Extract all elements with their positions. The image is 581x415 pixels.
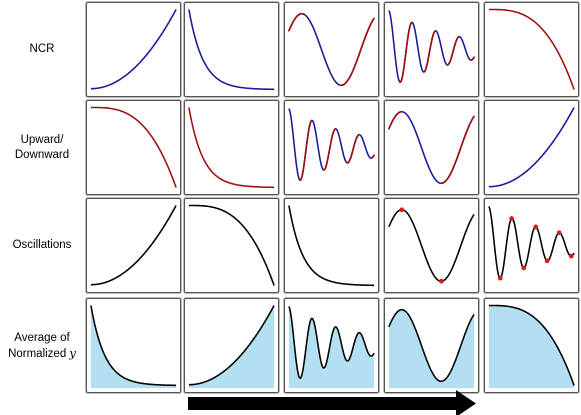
curve-segment-upward bbox=[305, 143, 308, 151]
curve-segment-upward bbox=[406, 35, 409, 42]
curve-segment-upward bbox=[304, 149, 307, 157]
plot-svg bbox=[388, 308, 475, 389]
curve-line bbox=[488, 304, 575, 386]
curve-line bbox=[488, 8, 575, 90]
plot-svg bbox=[288, 205, 375, 287]
curve-line bbox=[188, 107, 275, 189]
curve-segment-upward bbox=[306, 133, 309, 140]
row-label-line: NCR bbox=[29, 43, 55, 55]
plot-cell-r0-c2 bbox=[284, 2, 379, 97]
plot-cell-r1-c1 bbox=[184, 100, 279, 195]
area-fill bbox=[90, 305, 177, 389]
plot-svg bbox=[288, 108, 375, 181]
row-label-line: Downward bbox=[14, 148, 70, 161]
row-label-line: Upward/ bbox=[20, 133, 64, 146]
plot-cell-r1-c2 bbox=[284, 100, 379, 195]
plot-svg bbox=[90, 106, 177, 188]
area-fill bbox=[488, 305, 575, 389]
row-label-1: Upward/Downward bbox=[0, 133, 84, 163]
plot-svg bbox=[488, 107, 575, 188]
curve-line bbox=[188, 9, 275, 91]
plot-svg bbox=[488, 8, 575, 90]
curve-segment-upward bbox=[403, 56, 407, 65]
curve-segment-upward bbox=[410, 21, 413, 25]
curve-segment-upward bbox=[405, 40, 409, 48]
arrow-shaft bbox=[188, 397, 458, 410]
row-label-line: Oscillations bbox=[12, 239, 72, 251]
plot-svg bbox=[188, 9, 275, 91]
plot-cell-r0-c0 bbox=[86, 2, 181, 97]
curve-segment-upward bbox=[303, 160, 306, 168]
plot-cell-r2-c4 bbox=[484, 198, 579, 293]
row-label-2: Oscillations bbox=[0, 238, 84, 253]
curve-segment-upward bbox=[472, 115, 475, 119]
extremum-dot bbox=[509, 216, 514, 221]
plot-svg bbox=[90, 9, 177, 90]
plot-svg bbox=[90, 305, 177, 389]
plot-svg bbox=[90, 205, 177, 286]
plot-cell-r2-c2 bbox=[284, 198, 379, 293]
curve-segment-upward bbox=[372, 17, 375, 21]
extremum-dot bbox=[521, 265, 527, 271]
plot-svg bbox=[188, 107, 275, 189]
curve-line bbox=[288, 205, 375, 287]
plot-svg bbox=[388, 207, 475, 284]
extremum-dot bbox=[399, 207, 405, 213]
curve-line bbox=[90, 305, 177, 387]
extremum-dot bbox=[497, 275, 503, 281]
curve-line bbox=[188, 305, 275, 386]
extremum-dot bbox=[533, 224, 539, 230]
plot-svg bbox=[288, 12, 375, 87]
curve-segment-upward bbox=[305, 138, 309, 146]
plot-cell-r1-c0 bbox=[86, 100, 181, 195]
curve-segment-upward bbox=[303, 154, 307, 163]
plot-cell-r2-c0 bbox=[86, 198, 181, 293]
area-fill bbox=[188, 305, 275, 389]
curve-line bbox=[388, 308, 475, 383]
plot-cell-r3-c2 bbox=[284, 298, 379, 393]
plot-svg bbox=[488, 304, 575, 389]
curve-line bbox=[288, 306, 375, 379]
extremum-dot bbox=[556, 230, 562, 236]
curve-line bbox=[90, 205, 177, 286]
plot-cell-r0-c4 bbox=[484, 2, 579, 97]
curve-segment-upward bbox=[403, 62, 406, 70]
plot-svg bbox=[188, 305, 275, 389]
extremum-dot bbox=[544, 258, 550, 264]
plot-cell-r0-c3 bbox=[384, 2, 479, 97]
curve-segment-upward bbox=[310, 119, 313, 123]
curve-line bbox=[188, 204, 275, 286]
curve-line bbox=[90, 9, 177, 90]
row-label-line: Average of bbox=[14, 331, 70, 344]
plot-cell-r1-c3 bbox=[384, 100, 479, 195]
row-label-0: NCR bbox=[0, 42, 84, 57]
row-label-3: Average of Normalized y bbox=[0, 331, 84, 362]
plot-cell-r3-c4 bbox=[484, 298, 579, 393]
plot-svg bbox=[188, 204, 275, 286]
curve-segment-upward bbox=[372, 154, 375, 158]
plot-cell-r1-c4 bbox=[484, 100, 579, 195]
curve-segment-upward bbox=[404, 51, 407, 59]
plot-cell-r2-c1 bbox=[184, 198, 279, 293]
arrow-head bbox=[456, 390, 476, 415]
extremum-dot bbox=[568, 253, 574, 259]
plot-cell-r3-c1 bbox=[184, 298, 279, 393]
plot-svg bbox=[388, 10, 475, 83]
plot-cell-r2-c3 bbox=[384, 198, 479, 293]
plot-svg bbox=[388, 110, 475, 185]
curve-segment-upward bbox=[405, 45, 408, 53]
extremum-dot bbox=[439, 278, 444, 284]
row-label-line: Normalized y bbox=[8, 345, 76, 360]
area-fill bbox=[288, 306, 375, 389]
plot-cell-r0-c1 bbox=[184, 2, 279, 97]
plot-svg bbox=[488, 206, 575, 281]
curve-segment-upward bbox=[472, 56, 475, 60]
curve-line bbox=[488, 107, 575, 188]
plot-cell-r3-c3 bbox=[384, 298, 479, 393]
plot-cell-r3-c0 bbox=[86, 298, 181, 393]
curve-line bbox=[90, 106, 177, 188]
plot-svg bbox=[288, 306, 375, 389]
variable-symbol: y bbox=[69, 345, 76, 360]
